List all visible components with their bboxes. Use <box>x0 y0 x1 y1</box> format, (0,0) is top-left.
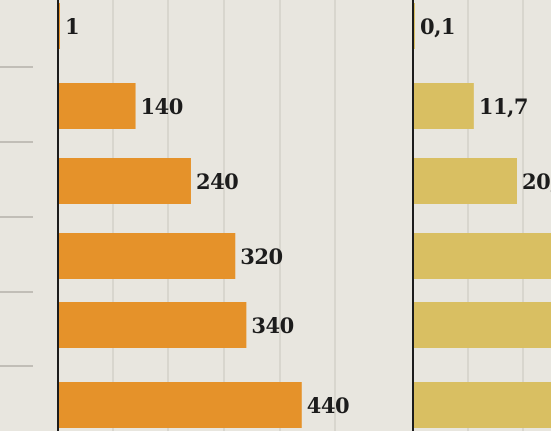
gridlines <box>112 0 524 431</box>
value-label-right-1: 11,7 <box>479 94 528 119</box>
bars <box>58 3 551 428</box>
bar-right-cropped-2 <box>413 382 551 428</box>
bar-left-4 <box>58 302 247 348</box>
bar-left-3 <box>58 233 236 279</box>
value-label-right-2: 20, <box>522 169 551 194</box>
value-label-left-5: 440 <box>307 393 349 418</box>
bar-left-1 <box>58 83 136 129</box>
bar-right-cropped-1 <box>413 302 551 348</box>
value-label-right-0: 0,1 <box>420 14 455 39</box>
bar-left-5 <box>58 382 302 428</box>
bar-right-cropped-0 <box>413 233 551 279</box>
bar-right-1 <box>413 83 474 129</box>
value-label-left-3: 320 <box>240 244 282 269</box>
value-label-left-0: 1 <box>65 14 79 39</box>
value-label-left-4: 340 <box>251 313 293 338</box>
value-label-left-2: 240 <box>196 169 238 194</box>
row-separators <box>0 66 33 367</box>
axes <box>57 0 414 431</box>
value-label-left-1: 140 <box>141 94 183 119</box>
bar-right-2 <box>413 158 517 204</box>
data-labels: 1 140 240 320 340 440 0,1 11,7 20, <box>65 14 551 418</box>
bar-left-2 <box>58 158 191 204</box>
